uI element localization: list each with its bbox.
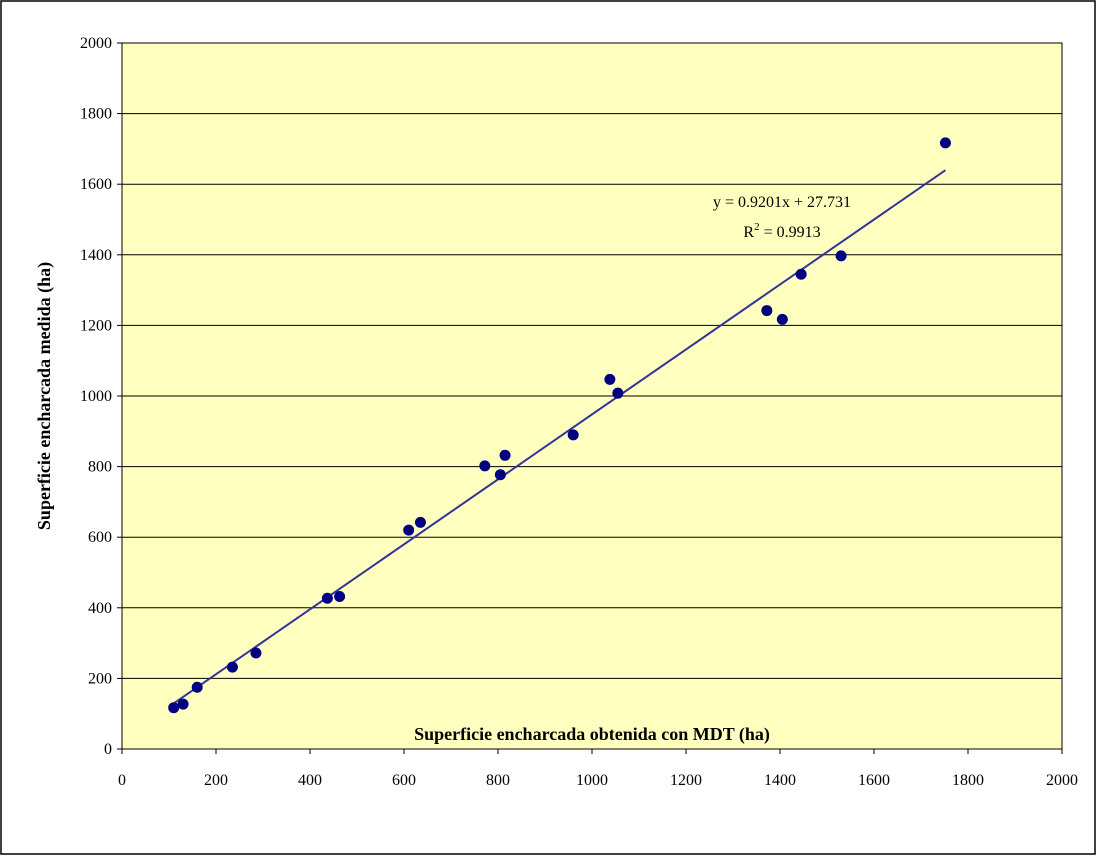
data-point xyxy=(414,516,426,528)
data-point xyxy=(567,429,579,441)
data-point xyxy=(761,305,773,317)
tick-layer: 0 200 400 600 800 1000 1200 1400 1600 1800 2000 0 20… xyxy=(80,35,1078,789)
y-tick-label: 1200 xyxy=(80,317,112,334)
trendline-r-squared: R2 = 0.9913 xyxy=(743,221,820,241)
x-tick-label: 200 xyxy=(204,772,228,789)
data-point xyxy=(494,469,506,481)
y-tick-label: 1800 xyxy=(80,106,112,123)
y-tick-label: 200 xyxy=(88,670,112,687)
trendline-layer xyxy=(173,169,947,705)
data-point xyxy=(835,250,847,262)
data-point xyxy=(250,647,262,659)
y-tick-label: 0 xyxy=(104,741,112,758)
data-point xyxy=(334,591,346,603)
x-axis-title: Superficie encharcada obtenida con MDT (… xyxy=(414,724,770,745)
x-tick-label: 800 xyxy=(486,772,510,789)
data-point xyxy=(321,592,333,604)
data-point xyxy=(939,137,951,149)
y-tick-label: 800 xyxy=(88,459,112,476)
data-point xyxy=(776,313,788,325)
y-tick-label: 600 xyxy=(88,529,112,546)
data-point xyxy=(403,524,415,536)
data-point xyxy=(612,387,624,399)
data-point xyxy=(479,460,491,472)
y-tick-label: 1000 xyxy=(80,388,112,405)
x-tick-label: 400 xyxy=(298,772,322,789)
data-point xyxy=(226,661,238,673)
data-point xyxy=(168,702,180,714)
r-squared-exponent: 2 xyxy=(754,221,760,233)
y-axis-title: Superficie encharcada medida (ha) xyxy=(34,262,55,530)
y-tick-label: 2000 xyxy=(80,35,112,52)
data-point xyxy=(191,681,203,693)
r-squared-prefix: R xyxy=(743,224,754,241)
x-tick-label: 0 xyxy=(118,772,126,789)
x-tick-label: 600 xyxy=(392,772,416,789)
data-point xyxy=(604,373,616,385)
trendline-equation: y = 0.9201x + 27.731 xyxy=(713,194,851,211)
y-tick-label: 1400 xyxy=(80,247,112,264)
r-squared-value: = 0.9913 xyxy=(760,224,821,241)
data-points-layer xyxy=(168,137,951,714)
grid-layer xyxy=(122,113,1062,679)
data-point xyxy=(795,268,807,280)
data-point xyxy=(177,698,189,710)
x-tick-label: 1800 xyxy=(952,772,984,789)
data-point xyxy=(499,449,511,461)
x-tick-label: 1600 xyxy=(858,772,890,789)
trendline xyxy=(173,169,947,705)
x-tick-label: 1000 xyxy=(576,772,608,789)
y-tick-label: 1600 xyxy=(80,176,112,193)
x-tick-label: 2000 xyxy=(1046,772,1078,789)
y-tick-label: 400 xyxy=(88,600,112,617)
x-tick-label: 1400 xyxy=(764,772,796,789)
x-tick-label: 1200 xyxy=(670,772,702,789)
